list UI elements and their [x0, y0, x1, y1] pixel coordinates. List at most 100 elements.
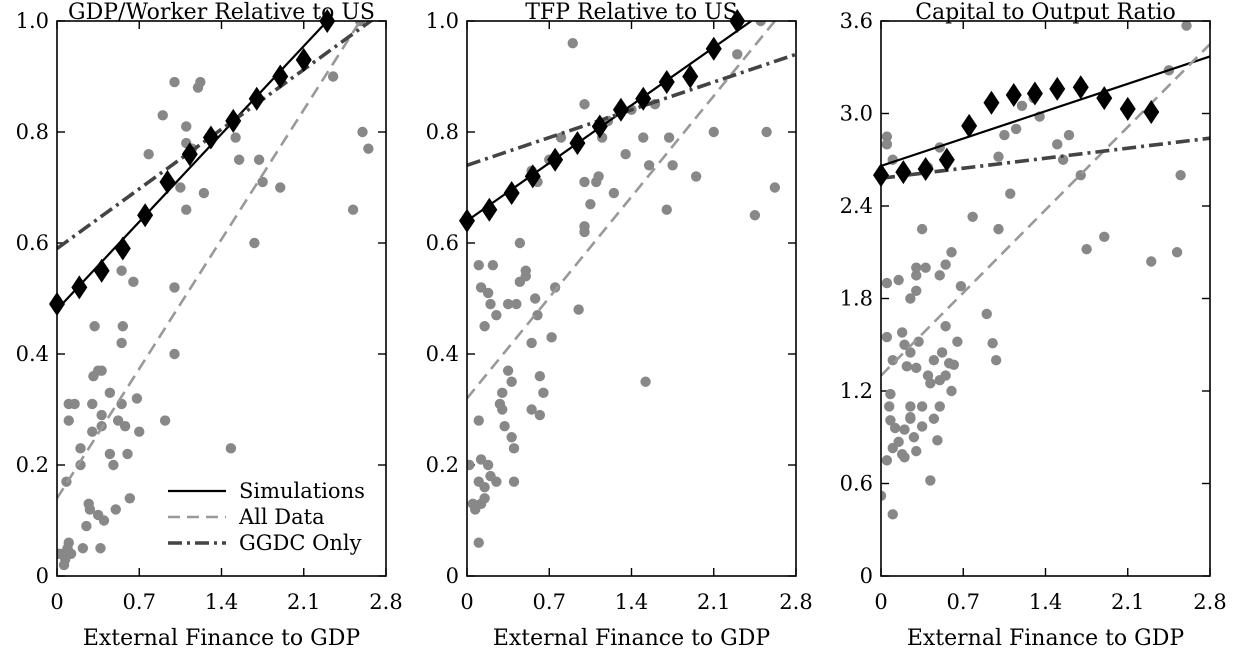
data-point: [993, 151, 1004, 162]
y-tick-label: 0.6: [840, 472, 873, 496]
fit-line-dashed: [881, 43, 1210, 377]
simulation-marker: [547, 147, 564, 172]
simulation-marker: [1049, 76, 1066, 101]
data-point: [990, 354, 1002, 366]
simulation-marker: [917, 157, 934, 181]
data-point: [1010, 123, 1022, 135]
x-tick-label: 1.4: [1029, 590, 1062, 614]
data-point: [116, 337, 127, 349]
data-point: [482, 287, 494, 299]
data-point: [881, 277, 893, 289]
data-point: [327, 71, 339, 82]
data-point: [885, 388, 896, 400]
data-point: [940, 321, 951, 332]
data-point: [955, 280, 967, 292]
data-point: [661, 204, 672, 215]
x-tick-label: 2.1: [697, 590, 730, 614]
data-point: [967, 211, 978, 222]
data-point: [887, 509, 898, 520]
data-point: [640, 376, 651, 387]
data-point: [514, 237, 526, 249]
data-point: [233, 154, 245, 165]
data-point: [928, 354, 940, 366]
y-tick-label: 1.0: [16, 9, 49, 33]
data-point: [253, 154, 265, 165]
data-point: [638, 132, 649, 143]
simulation-marker: [1026, 81, 1043, 106]
data-point: [112, 415, 124, 426]
data-point: [511, 298, 522, 310]
data-point: [508, 476, 520, 487]
data-point: [467, 459, 475, 471]
data-point: [940, 259, 951, 270]
data-point: [881, 131, 893, 142]
data-point: [169, 348, 180, 360]
data-point: [110, 504, 121, 515]
data-point: [911, 445, 922, 457]
data-point: [77, 543, 89, 554]
data-point: [981, 308, 992, 320]
data-point: [643, 160, 655, 171]
data-point: [881, 490, 887, 502]
data-point: [128, 276, 139, 288]
data-point: [534, 409, 546, 421]
y-tick-label: 0.2: [426, 453, 459, 477]
data-point: [573, 304, 584, 315]
data-point: [473, 260, 484, 271]
data-point: [508, 443, 520, 454]
data-point: [96, 409, 107, 421]
y-tick-label: 0: [446, 564, 459, 588]
simulation-marker: [481, 197, 498, 222]
fit-line-dashdot: [881, 136, 1210, 181]
data-point: [905, 413, 916, 424]
simulation-marker: [1072, 75, 1089, 100]
simulation-marker: [895, 160, 912, 185]
data-point: [1175, 169, 1186, 181]
simulation-marker: [612, 97, 629, 122]
data-point: [916, 401, 928, 412]
data-point: [520, 265, 531, 276]
simulation-marker: [591, 114, 608, 139]
simulation-marker: [93, 258, 110, 283]
data-point: [1081, 243, 1092, 255]
data-point: [690, 171, 702, 182]
data-point: [667, 160, 678, 171]
simulation-marker: [635, 86, 652, 111]
data-point: [555, 132, 567, 143]
data-point: [538, 387, 549, 399]
data-point: [506, 432, 517, 443]
data-point: [479, 493, 490, 504]
data-point: [908, 432, 920, 443]
data-point: [1181, 21, 1192, 31]
data-point: [1146, 256, 1157, 267]
data-point: [249, 237, 260, 249]
data-point: [911, 270, 922, 281]
simulation-marker: [137, 203, 154, 228]
data-point: [159, 415, 171, 426]
data-point: [1057, 154, 1069, 165]
data-point: [884, 401, 895, 412]
data-point: [885, 415, 896, 426]
y-tick-label: 1.0: [426, 9, 459, 33]
data-point: [925, 475, 936, 486]
data-point: [901, 361, 913, 372]
data-point: [58, 559, 70, 571]
y-tick-label: 3.6: [840, 9, 873, 33]
data-point: [485, 298, 496, 310]
simulation-marker: [524, 164, 541, 189]
simulation-marker: [503, 181, 520, 206]
data-point: [143, 149, 154, 160]
plot-frame: [880, 20, 1211, 577]
data-point: [899, 424, 910, 435]
data-point: [608, 187, 620, 199]
data-point: [119, 420, 131, 432]
simulation-marker: [1143, 99, 1160, 124]
simulation-marker: [705, 36, 722, 61]
data-point: [987, 338, 998, 349]
simulation-marker: [682, 64, 699, 89]
data-point: [1005, 188, 1016, 199]
x-tick-label: 2.1: [1111, 590, 1144, 614]
data-point: [579, 99, 590, 110]
data-point: [928, 413, 940, 424]
